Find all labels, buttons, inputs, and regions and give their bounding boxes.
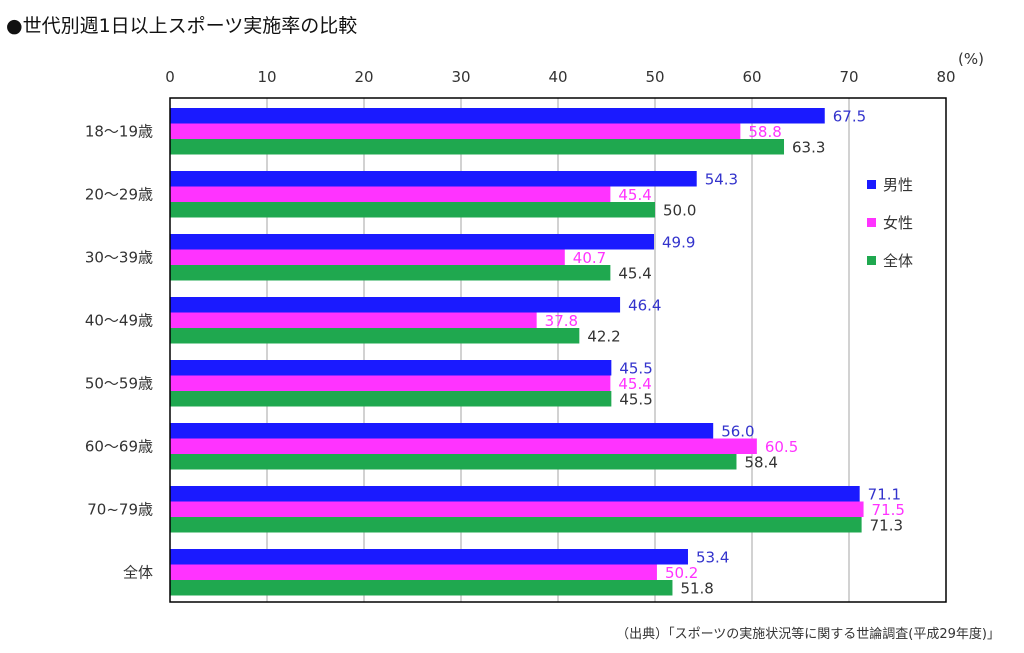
bar-2 [170, 328, 580, 344]
legend-swatch [867, 180, 876, 189]
category-label: 全体 [123, 563, 153, 581]
data-label: 63.3 [792, 139, 825, 157]
data-label: 40.7 [573, 249, 606, 267]
x-tick-label: 80 [936, 68, 955, 86]
data-label: 42.2 [587, 328, 620, 346]
data-label: 58.4 [744, 454, 777, 472]
data-label: 67.5 [833, 108, 866, 126]
bar-0 [170, 171, 697, 187]
x-tick-label: 0 [165, 68, 175, 86]
legend-label: 男性 [883, 176, 913, 194]
unit-label: (%) [958, 50, 984, 68]
category-label: 30～39歳 [85, 248, 153, 266]
data-label: 53.4 [696, 549, 729, 567]
bar-0 [170, 423, 714, 439]
bar-1 [170, 312, 537, 328]
bar-2 [170, 265, 611, 281]
category-label: 50～59歳 [85, 374, 153, 392]
data-label: 49.9 [662, 234, 695, 252]
legend-swatch [867, 218, 876, 227]
data-label: 37.8 [545, 312, 578, 330]
bar-2 [170, 202, 655, 218]
data-label: 46.4 [628, 297, 661, 315]
x-tick-label: 40 [548, 68, 567, 86]
data-label: 71.3 [870, 517, 903, 535]
bar-1 [170, 249, 565, 265]
data-label: 45.5 [619, 360, 652, 378]
bar-1 [170, 123, 741, 139]
bar-0 [170, 297, 621, 313]
data-label: 50.0 [663, 202, 696, 220]
bar-1 [170, 438, 757, 454]
source-note: （出典）「スポーツの実施状況等に関する世論調査(平成29年度)」 [616, 626, 1000, 642]
data-label: 45.4 [618, 375, 651, 393]
x-tick-label: 30 [451, 68, 470, 86]
bar-0 [170, 234, 655, 250]
legend-label: 女性 [883, 214, 913, 232]
bar-1 [170, 375, 611, 391]
category-label: 60～69歳 [85, 437, 153, 455]
data-label: 71.5 [872, 501, 905, 519]
data-label: 50.2 [665, 564, 698, 582]
bar-0 [170, 360, 612, 376]
bar-2 [170, 391, 612, 407]
bar-1 [170, 564, 657, 580]
x-tick-label: 70 [839, 68, 858, 86]
x-tick-label: 10 [257, 68, 276, 86]
bar-2 [170, 139, 785, 155]
bars [170, 108, 864, 596]
data-label: 45.4 [618, 265, 651, 283]
x-tick-label: 50 [645, 68, 664, 86]
plot-frame [169, 97, 947, 603]
bar-2 [170, 517, 862, 533]
bar-1 [170, 501, 864, 517]
data-label: 54.3 [705, 171, 738, 189]
chart-title: ●世代別週1日以上スポーツ実施率の比較 [6, 15, 357, 37]
data-label: 45.4 [618, 186, 651, 204]
legend-label: 全体 [883, 252, 913, 270]
data-label: 71.1 [868, 486, 901, 504]
legend-swatch [867, 256, 876, 265]
category-label: 20～29歳 [85, 185, 153, 203]
data-label: 56.0 [721, 423, 754, 441]
bar-2 [170, 580, 673, 596]
data-labels: 67.5 58.8 63.3 54.3 45.4 50.0 49.9 40.7 45.4 46.4… [545, 108, 905, 598]
x-tick-label: 60 [742, 68, 761, 86]
data-label: 58.8 [748, 123, 781, 141]
bar-0 [170, 486, 860, 502]
data-label: 60.5 [765, 438, 798, 456]
category-label: 70~79歳 [87, 500, 153, 518]
category-label: 18～19歳 [85, 122, 153, 140]
x-axis-ticks: 0 10 20 30 40 50 60 70 80 [165, 68, 955, 86]
bar-0 [170, 108, 825, 124]
data-label: 45.5 [619, 391, 652, 409]
data-label: 51.8 [680, 580, 713, 598]
category-label: 40～49歳 [85, 311, 153, 329]
x-tick-label: 20 [354, 68, 373, 86]
bar-1 [170, 186, 611, 202]
bar-0 [170, 549, 688, 565]
bar-2 [170, 454, 737, 470]
category-labels: 18～19歳 20～29歳 30～39歳 40～49歳 50～59歳 60～69歳 70~7… [85, 122, 153, 581]
